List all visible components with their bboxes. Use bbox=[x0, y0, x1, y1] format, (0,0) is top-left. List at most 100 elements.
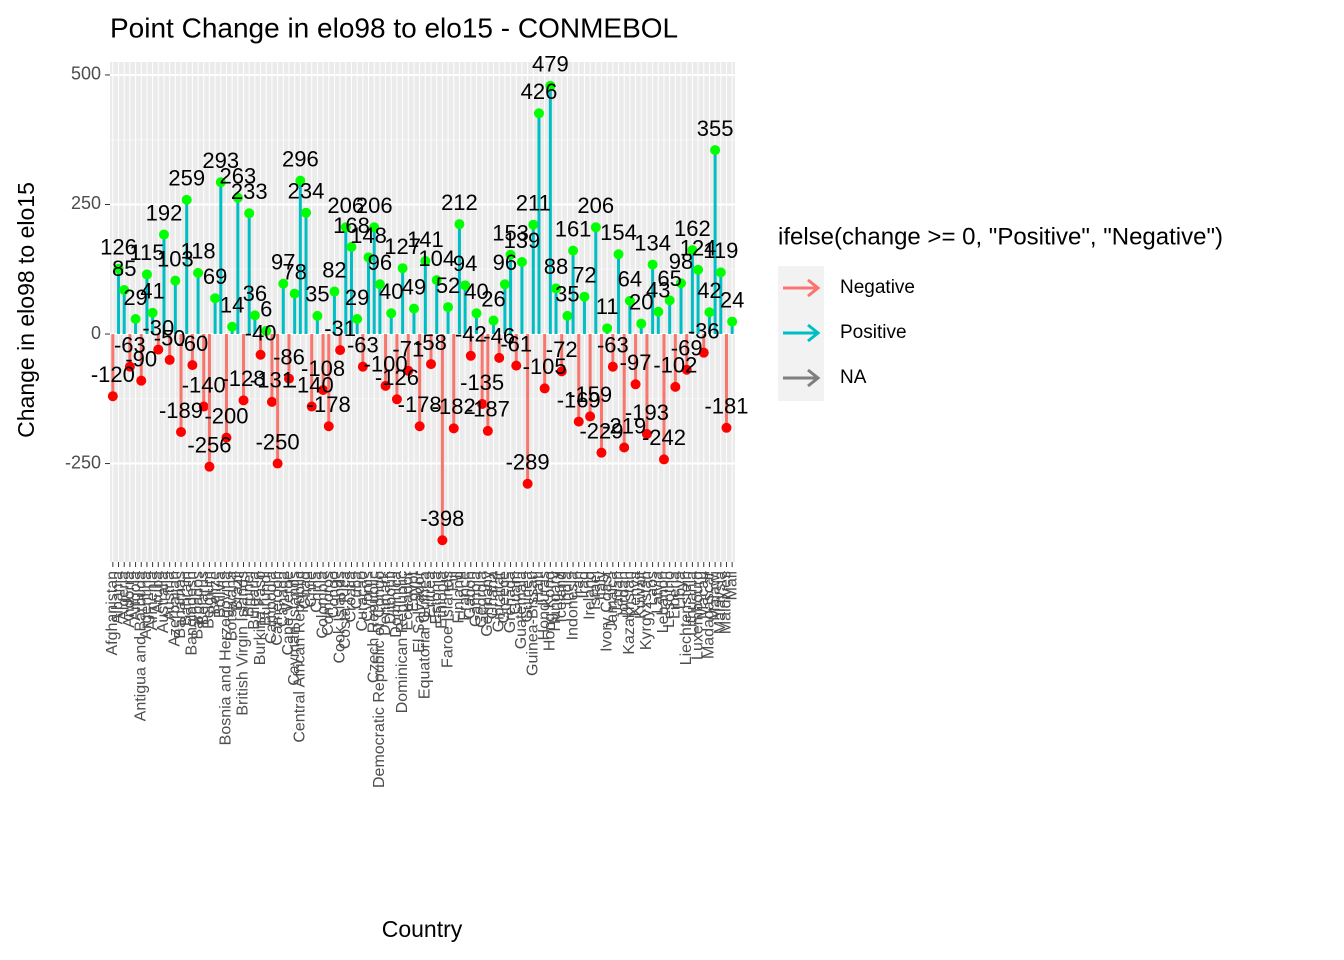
point bbox=[590, 222, 601, 233]
point bbox=[266, 396, 277, 407]
x-tick-label: Haiti bbox=[530, 571, 547, 603]
legend-label: Negative bbox=[840, 277, 915, 298]
point bbox=[499, 279, 510, 290]
point bbox=[346, 241, 357, 252]
x-tick-label: Denmark bbox=[377, 570, 394, 636]
value-label: 148 bbox=[350, 223, 387, 248]
point bbox=[641, 429, 652, 440]
x-tick-label: Chad bbox=[297, 571, 314, 609]
point bbox=[227, 321, 238, 332]
value-label: 293 bbox=[202, 148, 239, 173]
x-axis-title: Country bbox=[382, 916, 463, 942]
point bbox=[613, 249, 624, 260]
point bbox=[244, 208, 255, 219]
value-label: 206 bbox=[577, 193, 614, 218]
x-tick-label: Liechtenstein bbox=[678, 571, 695, 665]
point bbox=[380, 380, 391, 391]
x-tick-label: Germany bbox=[479, 571, 496, 637]
point bbox=[562, 310, 573, 321]
value-label: -242 bbox=[642, 425, 686, 450]
y-tick-label: 0 bbox=[91, 323, 101, 343]
point bbox=[238, 395, 249, 406]
point bbox=[516, 257, 527, 267]
value-label: -40 bbox=[245, 321, 277, 346]
x-tick-label: Iran bbox=[570, 571, 587, 599]
point bbox=[676, 278, 687, 289]
point bbox=[255, 349, 266, 360]
x-tick-label: Lesotho bbox=[661, 571, 678, 628]
x-tick-label: Jamaica bbox=[604, 571, 621, 631]
point bbox=[511, 360, 522, 371]
point bbox=[721, 422, 732, 433]
point bbox=[210, 293, 221, 304]
x-tick-label: Israel bbox=[587, 571, 604, 610]
value-label: -105 bbox=[523, 354, 567, 379]
value-label: -50 bbox=[154, 326, 186, 351]
x-tick-label: Gambia bbox=[468, 571, 485, 627]
value-label: 40 bbox=[464, 279, 488, 304]
value-label: -398 bbox=[420, 506, 464, 531]
point bbox=[482, 425, 493, 436]
point bbox=[130, 313, 141, 324]
point bbox=[693, 264, 704, 275]
point bbox=[556, 366, 567, 377]
value-label: 94 bbox=[453, 251, 477, 276]
point bbox=[340, 222, 351, 233]
value-label: -46 bbox=[483, 324, 515, 349]
value-label: 168 bbox=[333, 213, 370, 238]
x-tick-label: Japan bbox=[610, 571, 627, 615]
point bbox=[420, 255, 431, 266]
value-label: -140 bbox=[290, 372, 334, 397]
x-tick-label: China bbox=[309, 571, 326, 613]
point bbox=[607, 361, 618, 372]
point bbox=[443, 302, 454, 313]
x-tick-label: Congo bbox=[326, 571, 343, 618]
x-tick-label: Ireland bbox=[581, 571, 598, 620]
value-label: 14 bbox=[220, 293, 244, 318]
point bbox=[670, 381, 681, 392]
point bbox=[312, 310, 323, 321]
x-tick-label: Malaysia bbox=[712, 571, 729, 634]
value-label: 103 bbox=[157, 246, 194, 271]
x-tick-label: Lithuania bbox=[684, 571, 701, 636]
point bbox=[624, 295, 635, 306]
point bbox=[596, 447, 607, 458]
value-label: 162 bbox=[674, 216, 711, 241]
value-label: -71 bbox=[392, 337, 424, 362]
x-tick-label: Democratic Republic of Congo bbox=[371, 571, 388, 788]
point bbox=[295, 175, 306, 186]
x-tick-label: Bangladesh bbox=[184, 571, 201, 656]
value-label: -108 bbox=[301, 356, 345, 381]
point bbox=[653, 306, 664, 317]
x-tick-label: Ivory Coast bbox=[598, 570, 615, 651]
x-tick-label: Grenada bbox=[502, 571, 519, 633]
value-label: -69 bbox=[671, 336, 703, 361]
point bbox=[522, 478, 533, 489]
x-tick-label: Lebanon bbox=[655, 571, 672, 633]
point bbox=[278, 278, 289, 289]
legend-arrow bbox=[807, 368, 821, 388]
point bbox=[664, 295, 675, 306]
value-label: 119 bbox=[703, 238, 738, 263]
value-label: -200 bbox=[204, 403, 248, 428]
x-tick-label: Ecuador bbox=[400, 570, 417, 630]
x-tick-label: Aruba bbox=[150, 571, 167, 614]
value-label: 64 bbox=[618, 267, 642, 292]
value-label: -60 bbox=[176, 331, 208, 356]
x-tick-label: Finland bbox=[451, 571, 468, 623]
value-label: 104 bbox=[418, 246, 455, 271]
point bbox=[221, 432, 232, 443]
value-label: -289 bbox=[506, 450, 550, 475]
value-label: 78 bbox=[282, 259, 306, 284]
x-tick-label: Greece bbox=[496, 571, 513, 624]
value-label: -178 bbox=[398, 392, 442, 417]
point bbox=[215, 177, 226, 188]
x-tick-label: Bahamas bbox=[172, 571, 189, 639]
point bbox=[289, 288, 300, 299]
value-label: 97 bbox=[271, 250, 295, 275]
value-label: -97 bbox=[620, 350, 652, 375]
value-label: 126 bbox=[100, 235, 137, 260]
x-tick-label: Egypt bbox=[405, 570, 422, 611]
value-label: 35 bbox=[305, 282, 329, 307]
value-label: 24 bbox=[720, 287, 744, 312]
